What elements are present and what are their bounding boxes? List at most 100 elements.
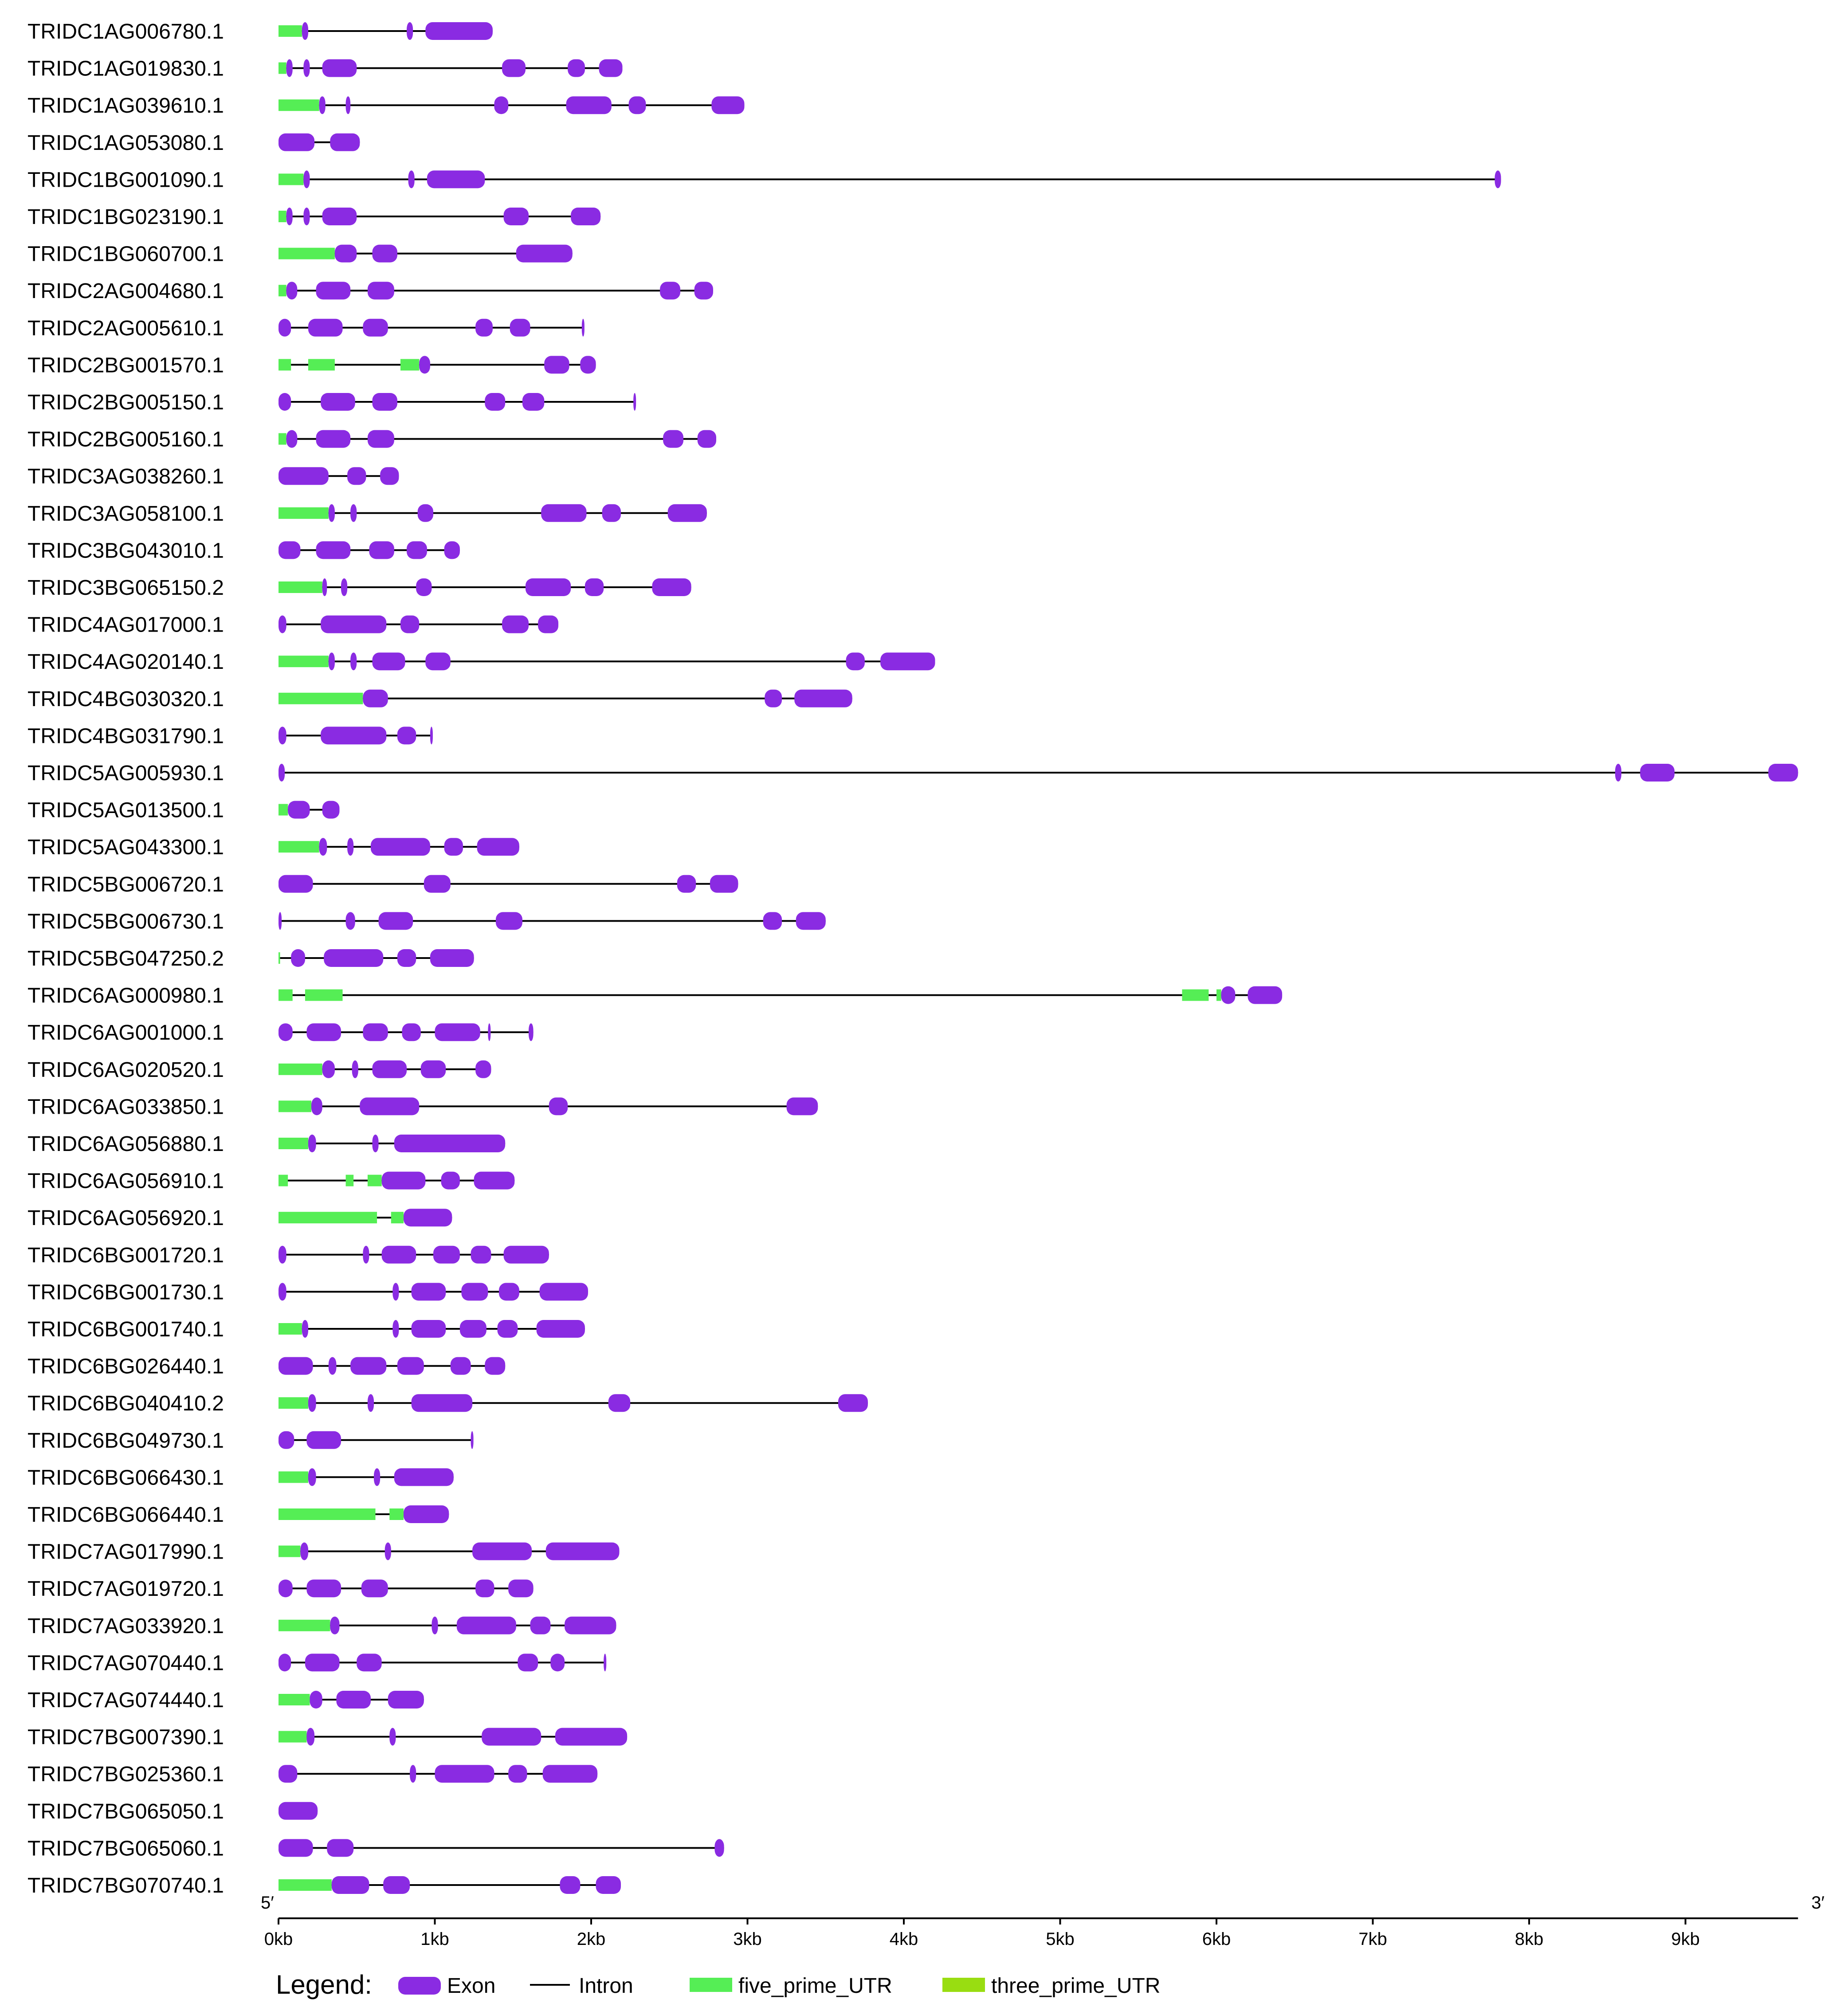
gene-row: TRIDC7BG025360.1 xyxy=(27,1763,598,1786)
exon xyxy=(303,170,310,189)
exon xyxy=(279,1431,294,1449)
x-tick-label: 7kb xyxy=(1358,1929,1387,1949)
exon xyxy=(308,318,343,337)
exon xyxy=(419,356,430,374)
legend-title: Legend: xyxy=(276,1970,372,1999)
exon xyxy=(471,1245,491,1264)
five-prime-utr xyxy=(389,1508,404,1520)
five-prime-utr xyxy=(279,1138,308,1149)
gene-label: TRIDC6AG056880.1 xyxy=(27,1132,224,1156)
five-prime-utr xyxy=(367,1174,382,1186)
gene-label: TRIDC3AG038260.1 xyxy=(27,465,224,488)
exon xyxy=(370,838,430,856)
exon xyxy=(530,1616,551,1634)
exon xyxy=(494,96,509,114)
gene-label: TRIDC7BG070740.1 xyxy=(27,1874,224,1897)
exon xyxy=(763,912,782,930)
gene-label: TRIDC7AG017990.1 xyxy=(27,1540,224,1564)
exon xyxy=(1768,764,1798,782)
gene-label: TRIDC5BG047250.2 xyxy=(27,947,224,970)
exon xyxy=(367,1394,374,1412)
exon xyxy=(407,541,427,559)
exon xyxy=(433,1245,460,1264)
legend-item-exon: Exon xyxy=(398,1974,495,1998)
exon xyxy=(310,1691,322,1709)
exon xyxy=(308,1468,316,1486)
x-tick-label: 4kb xyxy=(890,1929,918,1949)
exon xyxy=(407,22,413,40)
five-prime-utr xyxy=(279,62,286,74)
exon xyxy=(322,578,327,596)
exon xyxy=(279,1579,293,1598)
exon xyxy=(363,689,388,707)
gene-label: TRIDC3AG058100.1 xyxy=(27,502,224,526)
gene-row: TRIDC3BG065150.2 xyxy=(27,576,691,600)
exon xyxy=(435,1023,480,1041)
exon xyxy=(305,1654,340,1672)
five-prime-utr xyxy=(279,99,319,111)
exon xyxy=(279,318,291,337)
gene-row: TRIDC4AG017000.1 xyxy=(27,613,558,637)
exon xyxy=(279,1245,286,1264)
exon xyxy=(279,1357,313,1375)
exon xyxy=(279,133,315,151)
exon xyxy=(286,59,293,77)
exon xyxy=(341,578,348,596)
exon xyxy=(508,1765,527,1783)
exon xyxy=(369,541,394,559)
gene-row: TRIDC6AG056910.1 xyxy=(27,1170,515,1193)
exon xyxy=(372,1135,379,1152)
exon xyxy=(459,1320,487,1338)
exon xyxy=(417,504,433,522)
exon xyxy=(360,1097,420,1115)
gene-label: TRIDC7BG065060.1 xyxy=(27,1837,224,1860)
exon xyxy=(571,208,601,225)
exon xyxy=(372,244,397,263)
exon xyxy=(518,1654,538,1672)
exon xyxy=(432,1616,438,1634)
gene-row: TRIDC1AG006780.1 xyxy=(27,20,493,43)
exon xyxy=(279,393,291,411)
exon xyxy=(608,1394,631,1412)
exon xyxy=(400,615,420,633)
gene-label: TRIDC6AG056910.1 xyxy=(27,1170,224,1193)
gene-label: TRIDC7BG007390.1 xyxy=(27,1726,224,1749)
exon xyxy=(435,1765,494,1783)
exon xyxy=(394,1135,506,1152)
exon xyxy=(321,393,355,411)
exon xyxy=(328,652,335,671)
legend-swatch xyxy=(942,1978,985,1992)
exon xyxy=(279,1802,318,1820)
exon xyxy=(316,282,351,300)
gene-label: TRIDC6BG040410.2 xyxy=(27,1392,224,1415)
exon xyxy=(286,208,293,225)
exon xyxy=(279,1765,298,1783)
exon xyxy=(580,356,596,374)
five-prime-utr xyxy=(279,692,363,704)
five-prime-utr xyxy=(279,507,329,519)
gene-row: TRIDC7BG065050.1 xyxy=(27,1800,318,1823)
exon xyxy=(279,541,301,559)
five-prime-utr xyxy=(279,285,286,297)
exon xyxy=(279,1283,286,1301)
gene-row: TRIDC6AG056880.1 xyxy=(27,1132,506,1156)
exon xyxy=(475,1060,491,1078)
exon xyxy=(328,1357,337,1375)
exon xyxy=(525,578,571,596)
exon xyxy=(444,541,460,559)
gene-label: TRIDC3BG065150.2 xyxy=(27,576,224,600)
gene-label: TRIDC6BG001740.1 xyxy=(27,1318,224,1341)
gene-row: TRIDC5BG006720.1 xyxy=(27,873,738,896)
exon xyxy=(694,282,713,300)
exon xyxy=(444,838,463,856)
five-prime-utr xyxy=(279,1212,377,1224)
exon xyxy=(286,430,298,448)
exon xyxy=(372,393,397,411)
exon xyxy=(279,875,313,893)
legend-label: five_prime_UTR xyxy=(738,1974,892,1998)
exon xyxy=(303,59,310,77)
gene-label: TRIDC2AG004680.1 xyxy=(27,279,224,303)
gene-label: TRIDC4AG017000.1 xyxy=(27,613,224,637)
gene-label: TRIDC6AG001000.1 xyxy=(27,1021,224,1045)
gene-label: TRIDC6BG066430.1 xyxy=(27,1466,224,1489)
